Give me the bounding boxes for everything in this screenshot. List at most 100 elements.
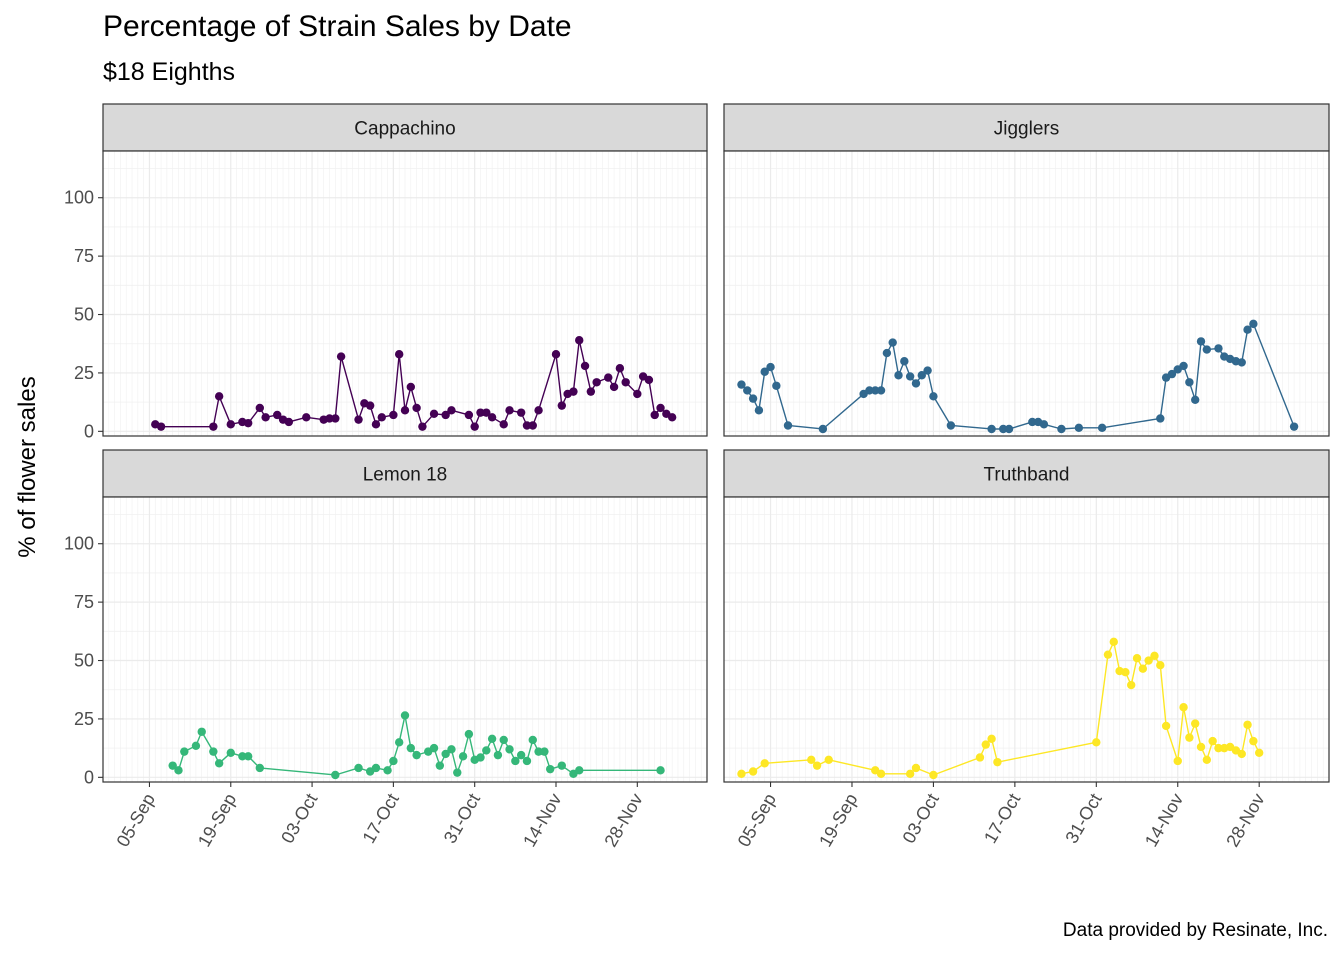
data-point-lemon-18 [511, 756, 520, 766]
data-point-jigglers [818, 424, 828, 434]
data-point-jigglers [766, 362, 775, 372]
y-tick-label: 25 [74, 363, 94, 383]
y-tick-label: 75 [74, 246, 94, 266]
data-point-lemon-18 [331, 770, 340, 780]
data-point-cappachino [604, 373, 613, 382]
data-point-cappachino [633, 389, 642, 399]
data-point-jigglers [1237, 358, 1246, 367]
data-point-truthband [987, 734, 996, 743]
x-tick-label: 17-Oct [359, 790, 403, 847]
data-point-truthband [812, 761, 822, 770]
data-point-cappachino [557, 401, 567, 410]
x-tick-label: 03-Oct [899, 790, 943, 847]
data-point-lemon-18 [540, 747, 549, 756]
data-point-truthband [807, 755, 816, 765]
data-point-jigglers [754, 406, 764, 415]
data-point-lemon-18 [487, 734, 497, 743]
facet-cappachino: Cappachino 0 25 50 75 100 [64, 103, 708, 441]
data-point-cappachino [656, 403, 665, 413]
data-point-jigglers [1057, 424, 1066, 434]
data-point-jigglers [1214, 344, 1223, 353]
data-point-jigglers [917, 371, 926, 380]
data-point-truthband [1161, 721, 1171, 731]
data-point-cappachino [226, 420, 235, 429]
data-point-cappachino [551, 350, 561, 359]
data-point-jigglers [748, 394, 758, 403]
data-point-cappachino [592, 378, 601, 387]
data-point-jigglers [1196, 337, 1206, 346]
data-point-cappachino [209, 422, 218, 431]
data-point-cappachino [418, 422, 427, 431]
data-point-truthband [1138, 664, 1148, 673]
x-tick-label: 28-Nov [1222, 790, 1268, 850]
data-point-truthband [905, 769, 915, 779]
data-point-jigglers [1191, 395, 1200, 404]
data-point-lemon-18 [214, 759, 224, 768]
data-point-lemon-18 [656, 766, 665, 775]
data-point-truthband [911, 763, 921, 773]
data-point-cappachino [284, 417, 294, 427]
data-point-cappachino [447, 406, 456, 415]
data-point-lemon-18 [545, 764, 555, 774]
strip-label-lemon-18: Lemon 18 [363, 465, 448, 486]
data-point-lemon-18 [226, 748, 235, 757]
data-point-cappachino [609, 382, 619, 392]
y-tick-label: 50 [74, 651, 94, 671]
data-point-cappachino [644, 375, 654, 385]
data-point-truthband [1179, 703, 1188, 712]
y-tick-label: 75 [74, 592, 94, 612]
y-axis-title: % of flower sales [14, 376, 41, 557]
data-point-jigglers [1185, 378, 1194, 387]
chart-subtitle: $18 Eighths [103, 58, 236, 86]
data-point-truthband [1127, 680, 1136, 690]
x-tick-label: 28-Nov [600, 790, 646, 850]
data-point-cappachino [470, 422, 479, 431]
data-point-cappachino [505, 406, 514, 415]
data-point-jigglers [865, 386, 874, 395]
data-point-cappachino [400, 406, 410, 415]
data-point-truthband [1109, 637, 1118, 647]
data-point-cappachino [575, 336, 584, 345]
data-point-lemon-18 [243, 752, 253, 761]
data-point-cappachino [650, 410, 659, 420]
data-point-cappachino [331, 414, 340, 423]
strip-label-cappachino: Cappachino [354, 119, 455, 140]
data-point-lemon-18 [371, 763, 381, 773]
data-point-truthband [760, 759, 769, 768]
data-point-jigglers [888, 338, 897, 347]
y-tick-label: 0 [84, 421, 94, 441]
strip-jigglers [723, 103, 1330, 152]
data-point-cappachino [499, 420, 508, 429]
data-point-truthband [1092, 738, 1101, 747]
data-point-jigglers [923, 366, 932, 375]
strip-label-jigglers: Jigglers [994, 119, 1059, 140]
data-point-truthband [748, 767, 758, 776]
data-point-cappachino [412, 403, 421, 413]
data-point-cappachino [406, 382, 416, 392]
data-point-lemon-18 [180, 747, 189, 756]
data-point-lemon-18 [458, 752, 468, 761]
data-point-jigglers [882, 348, 892, 358]
data-point-cappachino [214, 392, 224, 401]
data-point-jigglers [1243, 325, 1252, 334]
x-tick-label: 14-Nov [1141, 790, 1187, 850]
data-point-jigglers [1289, 422, 1299, 431]
data-point-lemon-18 [209, 747, 218, 756]
data-point-cappachino [371, 420, 381, 429]
data-point-lemon-18 [168, 761, 177, 770]
x-tick-label: 31-Oct [1061, 790, 1105, 847]
data-point-jigglers [760, 367, 769, 376]
data-point-lemon-18 [447, 745, 456, 754]
data-point-truthband [1156, 660, 1165, 670]
x-tick-label: 19-Sep [815, 790, 861, 850]
data-point-lemon-18 [400, 711, 410, 720]
data-point-truthband [1121, 668, 1130, 677]
data-point-jigglers [911, 379, 921, 388]
facet-truthband: Truthband 05-Sep 19-Sep 03-Oct 17-Oct 31-Oct 1… [723, 449, 1330, 850]
data-point-jigglers [772, 381, 781, 390]
data-point-cappachino [389, 410, 398, 420]
data-point-truthband [824, 755, 833, 765]
data-point-lemon-18 [255, 763, 265, 773]
data-point-lemon-18 [394, 738, 404, 747]
strip-label-truthband: Truthband [984, 465, 1070, 486]
